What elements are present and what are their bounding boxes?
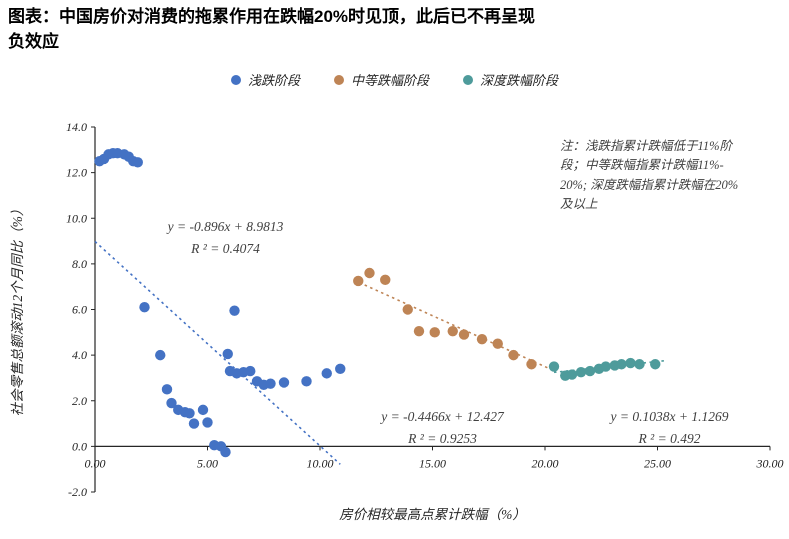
y-tick-label: 10.0 [66,211,87,225]
data-point-medium [476,333,488,345]
x-tick-label: 0.00 [85,456,106,470]
x-axis-title: 房价相较最高点累计跌幅（%） [339,507,526,522]
trendline-equation-deep: y = 0.1038x + 1.1269 R ² = 0.492 [572,406,767,449]
x-tick-label: 20.00 [532,456,559,470]
data-point-shallow [220,446,231,458]
data-point-medium [458,329,470,340]
data-point-shallow [265,378,276,389]
footnote: 注：浅跌指累计跌幅低于11%阶 段；中等跌幅指累计跌幅11%- 20%; 深度跌… [560,137,780,215]
data-point-medium [526,359,537,370]
legend-item-shallow: 浅跌阶段 [230,70,300,89]
legend: 浅跌阶段 中等跌幅阶段 深度跌幅阶段 [0,70,789,89]
data-point-shallow [321,368,332,379]
footnote-line: 段；中等跌幅指累计跌幅11%- [560,158,724,173]
data-point-medium [508,349,519,361]
legend-marker-deep-icon [463,74,473,85]
data-point-deep [634,359,645,370]
y-tick-label: 0.0 [72,439,87,453]
y-tick-label: 2.0 [72,394,87,408]
data-point-deep [600,361,611,372]
trendline-equation-medium: y = -0.4466x + 12.427 R ² = 0.9253 [340,406,545,449]
data-point-medium [492,338,503,349]
data-point-shallow [278,377,290,388]
data-point-medium [364,267,375,279]
data-point-shallow [202,417,213,428]
data-point-shallow [301,376,312,387]
equation-text: y = 0.1038x + 1.1269 [610,409,729,424]
x-tick-label: 15.00 [419,456,446,470]
footnote-line: 20%; 深度跌幅指累计跌幅在20% [560,177,739,192]
legend-item-deep: 深度跌幅阶段 [463,70,558,89]
x-tick-label: 25.00 [644,456,671,470]
footnote-line: 注：浅跌指累计跌幅低于11%阶 [560,139,732,153]
data-point-deep [625,357,636,369]
data-point-shallow [161,384,173,395]
r-squared-text: R ² = 0.4074 [191,240,260,256]
legend-item-medium: 中等跌幅阶段 [333,70,429,89]
data-point-deep [575,367,587,378]
r-squared-text: R ² = 0.492 [638,430,701,446]
data-point-deep [650,359,661,370]
x-tick-label: 10.00 [307,456,334,470]
chart-title-line2: 负效应 [8,31,59,51]
data-point-shallow [197,404,209,416]
data-point-shallow [335,363,346,375]
x-tick-label: 5.00 [197,456,218,470]
y-tick-label: 4.0 [72,348,87,362]
chart-title: 图表：中国房价对消费的拖累作用在跌幅20%时见顶，此后已不再呈现 负效应 [8,5,768,54]
y-tick-label: 6.0 [72,303,87,317]
footnote-line: 及以上 [560,197,598,212]
data-point-shallow [188,418,200,429]
data-point-shallow [222,348,233,360]
data-point-shallow [166,397,177,409]
chart-title-line1: 图表：中国房价对消费的拖累作用在跌幅20%时见顶，此后已不再呈现 [8,7,536,26]
data-point-deep [548,361,560,372]
data-point-shallow [229,305,240,316]
data-point-medium [447,325,458,337]
data-point-shallow [184,408,195,419]
data-point-deep [584,365,596,377]
legend-label-shallow: 浅跌阶段 [247,73,300,88]
data-point-shallow [155,349,166,361]
y-tick-label: 8.0 [72,257,87,271]
data-point-medium [429,327,440,338]
equation-text: y = -0.4466x + 12.427 [381,409,504,424]
data-point-deep [566,369,578,380]
y-tick-label: 14.0 [66,120,87,134]
legend-label-medium: 中等跌幅阶段 [350,73,429,88]
trendline-shallow [94,240,341,465]
legend-marker-shallow-icon [230,74,241,85]
r-squared-text: R ² = 0.9253 [408,430,477,446]
trendline-equation-shallow: y = -0.896x + 8.9813 R ² = 0.4074 [128,216,323,259]
data-point-medium [402,304,413,315]
x-tick-label: 30.00 [756,456,784,470]
data-point-medium [413,325,425,337]
data-point-shallow [139,302,150,313]
legend-marker-medium-icon [333,74,344,85]
y-tick-label: -2.0 [68,485,87,499]
y-axis-title: 社会零售总额滚动12个月同比（%） [10,203,25,417]
data-point-deep [616,359,627,370]
equation-text: y = -0.896x + 8.9813 [167,219,284,234]
data-point-shallow [132,157,143,168]
data-point-shallow [245,365,256,377]
trendline-medium [353,279,550,370]
data-point-medium [353,275,364,287]
legend-label-deep: 深度跌幅阶段 [480,73,559,88]
data-point-medium [380,274,391,286]
y-tick-label: 12.0 [66,166,87,180]
